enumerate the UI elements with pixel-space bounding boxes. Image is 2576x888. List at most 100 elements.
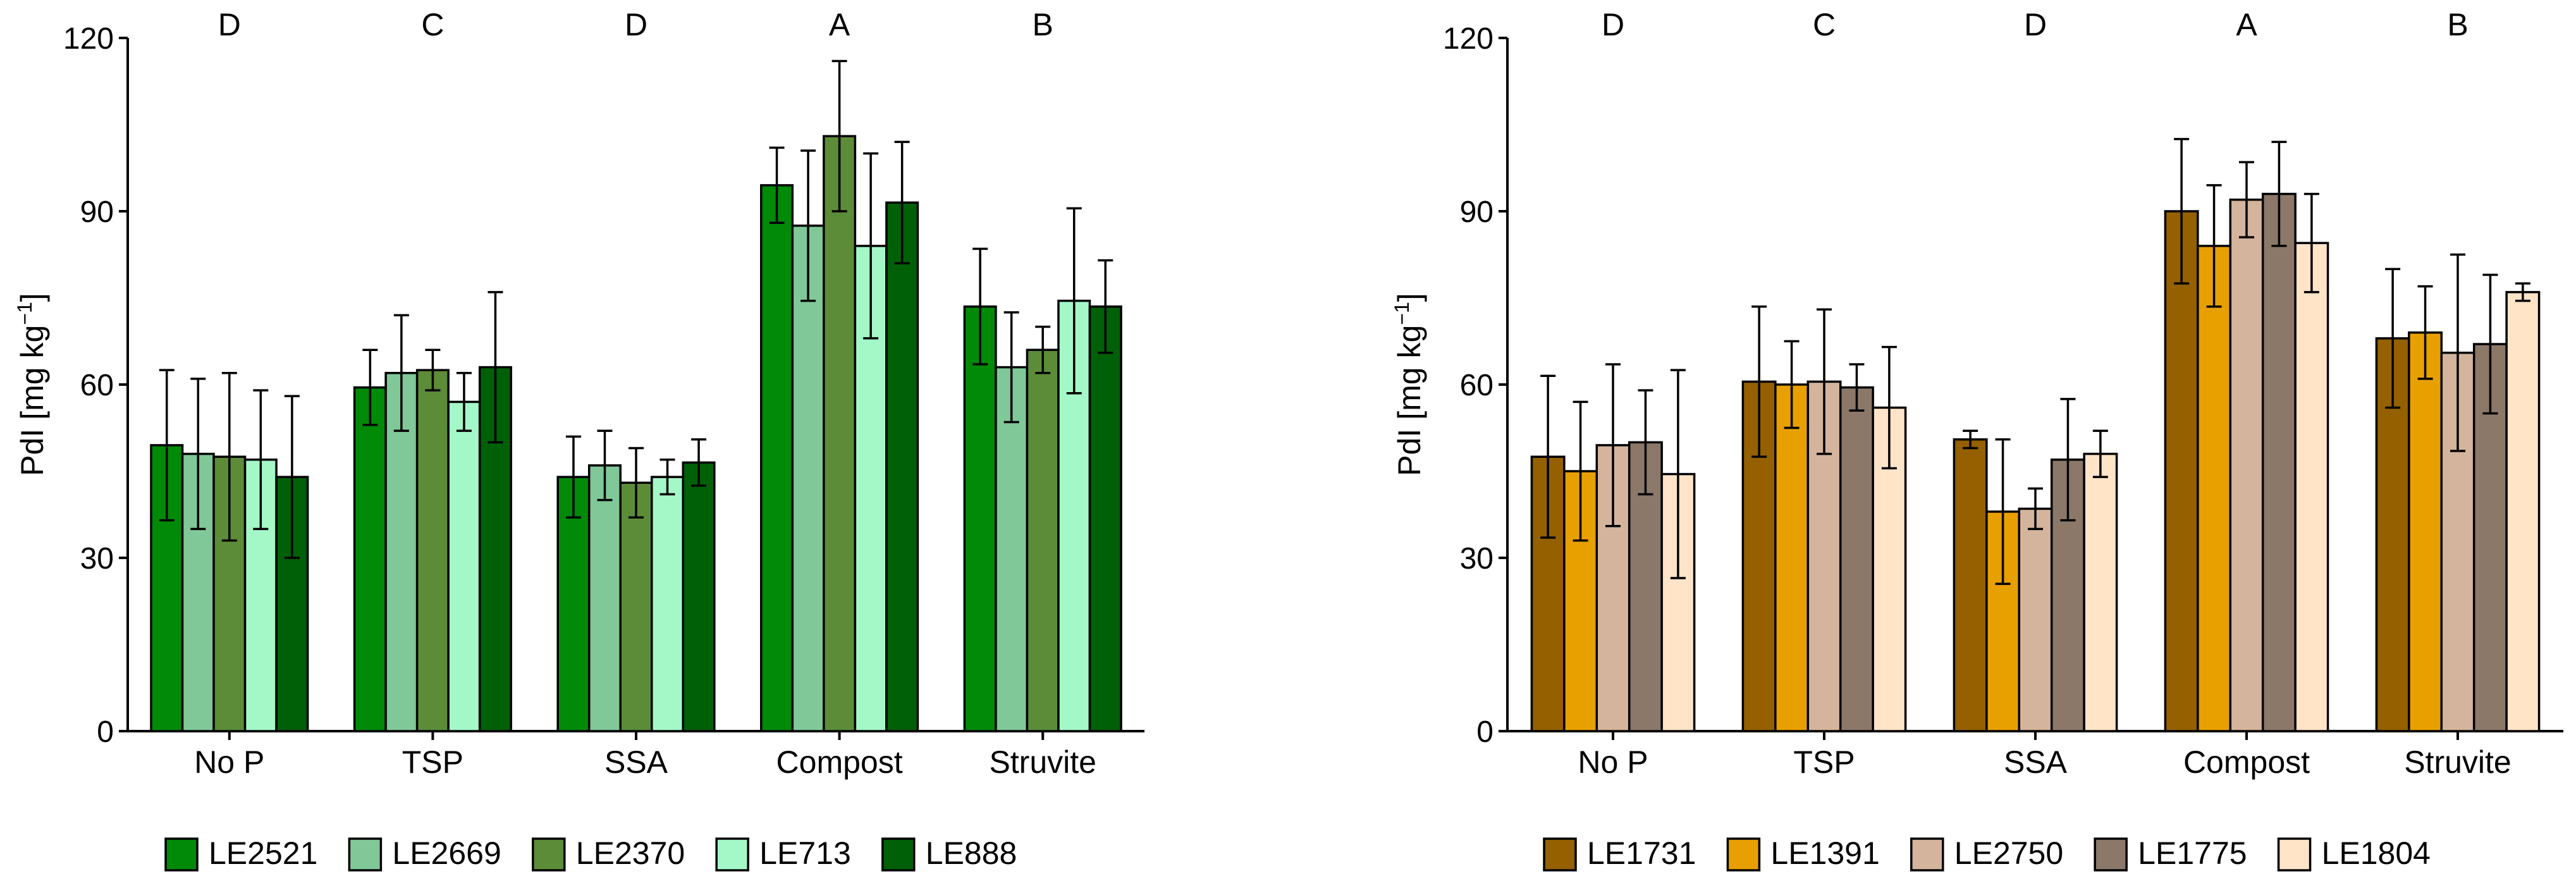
error-bar xyxy=(565,435,581,519)
bar-le1804-5 xyxy=(2505,291,2541,732)
bar-le713-2 xyxy=(447,400,481,732)
x-tick-label: TSP xyxy=(402,744,463,780)
legend-swatch xyxy=(1543,837,1577,872)
error-bar xyxy=(1849,363,1865,412)
group-letter: D xyxy=(2024,7,2047,42)
legend-swatch xyxy=(2277,837,2312,872)
error-bar xyxy=(1573,400,1588,542)
legend-item: LE713 xyxy=(715,836,851,872)
legend-item: LE2521 xyxy=(164,836,317,872)
error-bar xyxy=(1995,438,2011,585)
legend-item: LE1391 xyxy=(1726,836,1880,872)
error-bar xyxy=(629,447,644,519)
error-bar xyxy=(1540,374,1556,539)
bar-le1391-5 xyxy=(2408,331,2443,732)
legend-swatch xyxy=(348,837,383,872)
legend: LE2521 LE2669 LE2370 LE713 LE888 xyxy=(164,836,1017,872)
bar-le1731-3 xyxy=(1953,438,1988,732)
error-bar xyxy=(1751,305,1767,458)
group-letter: B xyxy=(2447,7,2468,42)
legend-item: LE2750 xyxy=(1910,836,2063,872)
error-bar xyxy=(894,140,910,264)
legend-label: LE713 xyxy=(759,836,851,871)
legend-swatch xyxy=(2094,837,2128,872)
error-bar xyxy=(2174,138,2190,285)
legend: LE1731 LE1391 LE2750 LE1775 LE1804 xyxy=(1543,836,2431,872)
legend-label: LE1804 xyxy=(2322,836,2431,871)
error-bar xyxy=(2303,192,2319,293)
bar-le2521-4 xyxy=(760,184,794,732)
x-tick-label: Compost xyxy=(2183,744,2310,780)
error-bar xyxy=(972,247,988,366)
error-bar xyxy=(425,348,441,392)
bar-le2669-3 xyxy=(587,464,622,732)
error-bar xyxy=(190,378,206,531)
x-tick-label: SSA xyxy=(2004,744,2068,780)
y-tick-label: 30 xyxy=(1460,542,1493,576)
error-bar xyxy=(2515,282,2530,302)
legend-swatch xyxy=(1910,837,1944,872)
error-bar xyxy=(2092,429,2108,478)
error-bar xyxy=(1784,340,1800,429)
group-letter: D xyxy=(218,7,241,42)
legend-swatch xyxy=(1726,837,1761,872)
bar-le1775-4 xyxy=(2261,192,2297,732)
bar-le2750-4 xyxy=(2229,198,2264,732)
legend-label: LE888 xyxy=(926,836,1017,871)
legend-item: LE1775 xyxy=(2094,836,2247,872)
legend-item: LE2370 xyxy=(532,836,685,872)
bar-le1775-2 xyxy=(1839,386,1874,732)
error-bar xyxy=(2239,161,2254,238)
x-tick-label: Struvite xyxy=(2404,744,2512,780)
group-letter: A xyxy=(2236,7,2257,42)
x-tick-label: TSP xyxy=(1793,744,1855,780)
error-bar xyxy=(863,152,879,340)
error-bar xyxy=(221,371,237,542)
legend-swatch xyxy=(881,837,916,872)
bar-le1804-4 xyxy=(2294,242,2329,732)
y-tick-label: 0 xyxy=(1476,715,1493,749)
bar-le2370-5 xyxy=(1026,348,1060,732)
error-bar xyxy=(2385,268,2401,409)
bar-le1731-4 xyxy=(2164,210,2199,732)
error-bar xyxy=(1003,311,1019,424)
bar-le2521-5 xyxy=(963,305,997,732)
y-axis-label: PdI [mg kg−1] xyxy=(1390,293,1427,476)
error-bar xyxy=(456,371,472,432)
bar-le2370-2 xyxy=(415,369,450,732)
legend-item: LE1804 xyxy=(2277,836,2431,872)
error-bar xyxy=(597,429,613,502)
x-tick-label: No P xyxy=(1578,744,1648,780)
bar-le1391-2 xyxy=(1774,383,1810,732)
error-bar xyxy=(1605,363,1621,527)
error-bar xyxy=(488,291,503,444)
bar-le2750-3 xyxy=(2018,507,2053,732)
error-bar xyxy=(691,438,707,487)
legend-swatch xyxy=(532,837,566,872)
bar-le888-4 xyxy=(885,201,919,732)
legend-item: LE888 xyxy=(881,836,1017,872)
bar-le2669-2 xyxy=(384,371,419,732)
bar-le1391-4 xyxy=(2197,245,2232,732)
group-letter: C xyxy=(421,7,444,42)
y-tick-label: 90 xyxy=(80,195,114,229)
error-bar xyxy=(769,146,785,225)
chart-panel-1: 0 30 60 90 120 PdI [mg kg−1] No P D TSP C SSA D Comp… xyxy=(13,7,1144,872)
bar-le888-3 xyxy=(682,461,716,732)
bar-le2370-3 xyxy=(619,481,653,732)
bar-le888-5 xyxy=(1088,305,1122,732)
group-letter: B xyxy=(1033,7,1053,42)
legend-label: LE2669 xyxy=(392,836,501,871)
error-bar xyxy=(1881,345,1897,470)
error-bar xyxy=(800,149,816,302)
legend-label: LE1731 xyxy=(1587,836,1696,871)
error-bar xyxy=(1098,259,1113,354)
y-tick-label: 90 xyxy=(1460,195,1493,229)
y-axis-label: PdI [mg kg−1] xyxy=(13,293,50,476)
x-tick-label: No P xyxy=(194,744,264,780)
group-letter: D xyxy=(1602,7,1624,42)
x-tick-label: Struvite xyxy=(989,744,1096,780)
error-bar xyxy=(2206,184,2222,308)
legend-label: LE1775 xyxy=(2138,836,2247,871)
chart-panel-2: 0 30 60 90 120 PdI [mg kg−1] No P D TSP C SSA D Comp… xyxy=(1390,7,2563,872)
